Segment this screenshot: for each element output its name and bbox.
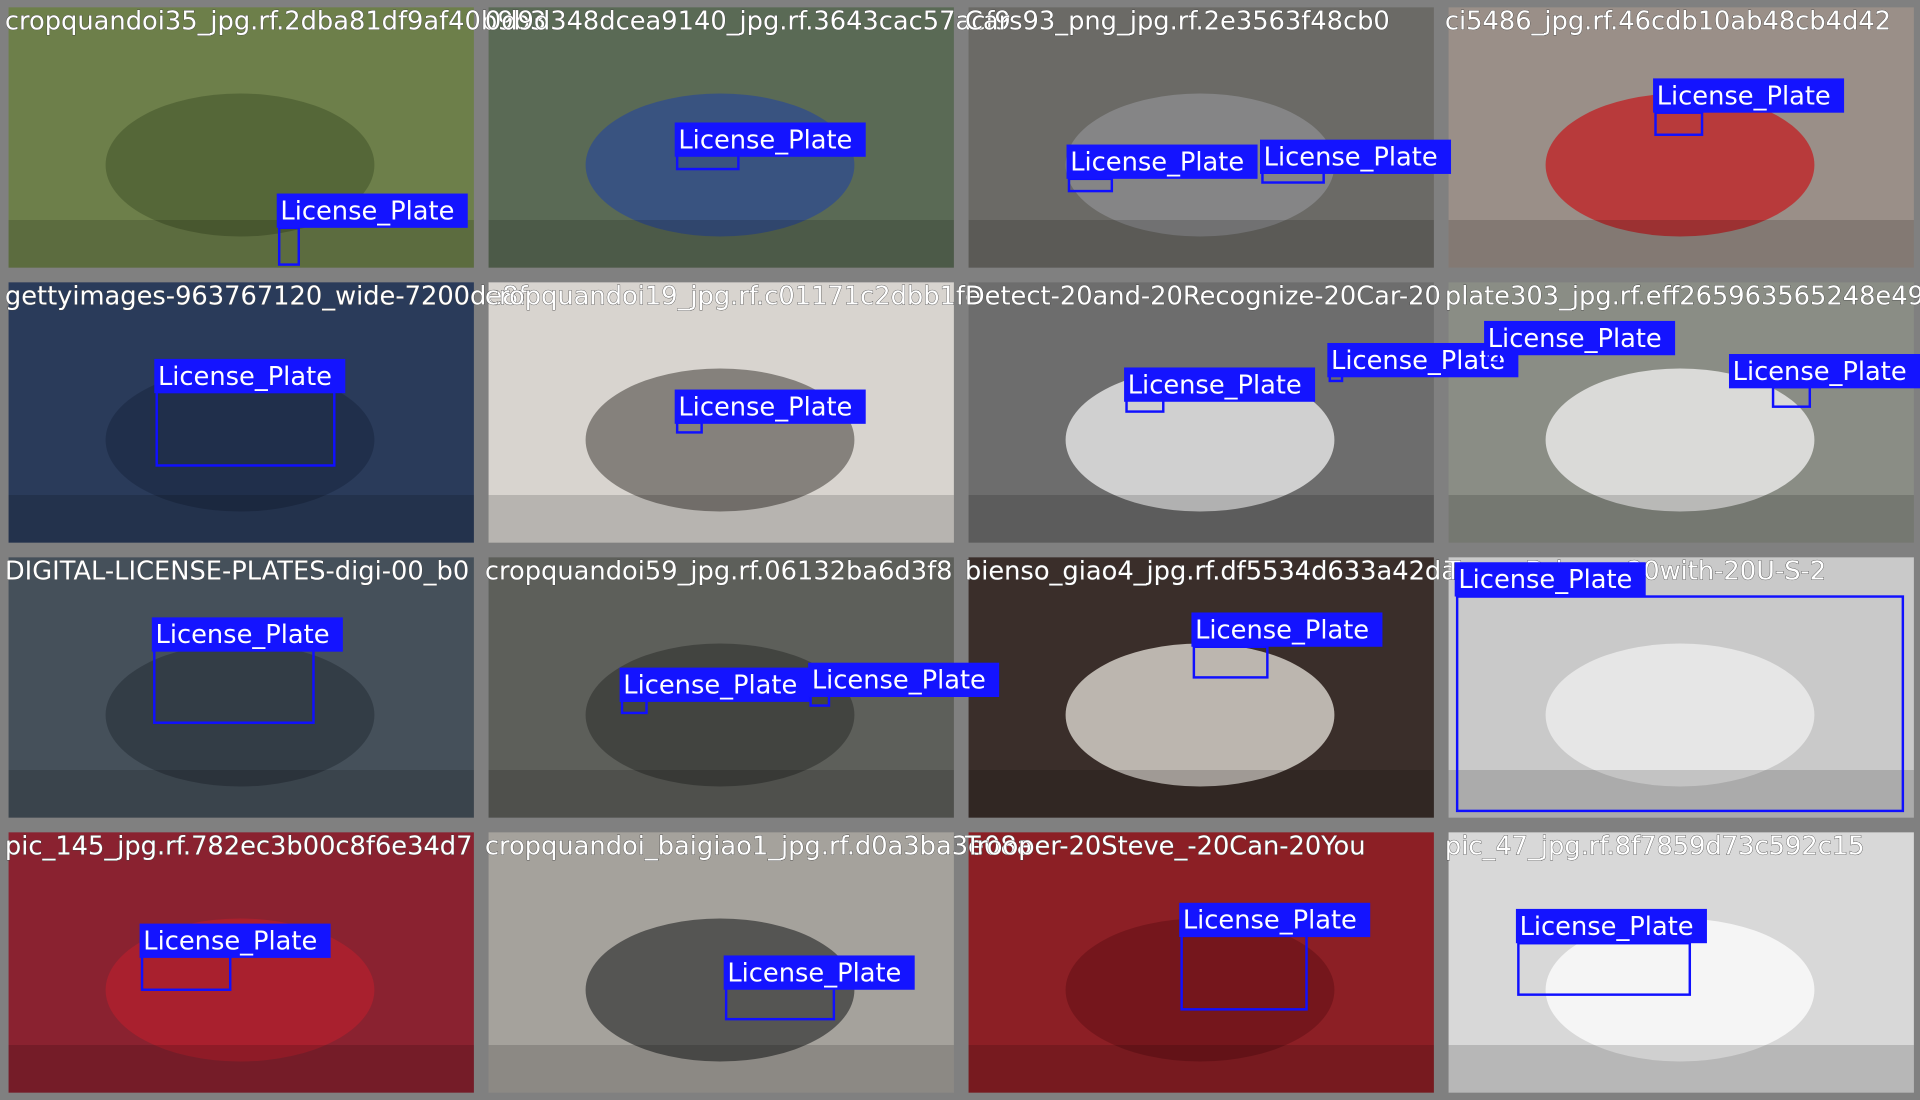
box-label: License_Plate bbox=[1183, 906, 1357, 936]
image-ground bbox=[8, 1045, 474, 1093]
image-ground bbox=[8, 220, 474, 268]
image-subject bbox=[585, 93, 855, 237]
image-ground bbox=[1448, 495, 1914, 543]
filename: plate303_jpg.rf.eff265963565248e49 bbox=[1445, 282, 1920, 312]
label-background bbox=[674, 389, 866, 424]
label-background bbox=[674, 122, 866, 157]
image-ground bbox=[1448, 1045, 1914, 1093]
filename: cropquandoi59_jpg.rf.06132ba6d3f8 bbox=[485, 557, 953, 587]
filename: Trooper-20Steve_-20Can-20You bbox=[964, 832, 1366, 862]
filename: Detect-20and-20Recognize-20Car-20 bbox=[965, 282, 1441, 312]
filename: DIGITAL-LICENSE-PLATES-digi-00_b0 bbox=[5, 557, 469, 587]
filename: 0d9d348dcea9140_jpg.rf.3643cac57acf9 bbox=[485, 7, 1011, 37]
image-subject bbox=[585, 918, 855, 1062]
image-ground bbox=[968, 770, 1434, 818]
image-subject bbox=[1545, 368, 1815, 512]
label-background bbox=[276, 193, 468, 228]
filename: cropquandoi19_jpg.rf.c01171c2dbb1fe bbox=[485, 282, 981, 312]
box-label: License_Plate bbox=[1195, 615, 1369, 645]
box-label: License_Plate bbox=[158, 362, 332, 392]
filename: Cars93_png_jpg.rf.2e3563f48cb0 bbox=[965, 7, 1390, 37]
image-subject bbox=[105, 368, 375, 512]
image-subject bbox=[1545, 918, 1815, 1062]
box-label: License_Plate bbox=[1733, 357, 1907, 387]
box-label: License_Plate bbox=[727, 958, 901, 988]
label-background bbox=[1124, 367, 1316, 402]
box-label: License_Plate bbox=[812, 666, 986, 696]
box-label: License_Plate bbox=[623, 670, 797, 700]
box-label: License_Plate bbox=[1331, 346, 1505, 376]
box-label: License_Plate bbox=[1128, 370, 1302, 400]
box-label: License_Plate bbox=[280, 196, 454, 226]
label-background bbox=[1728, 354, 1920, 389]
image-ground bbox=[1448, 220, 1914, 268]
filename: cropquandoi_baigiao1_jpg.rf.d0a3ba3e08a bbox=[485, 832, 1032, 862]
label-background bbox=[1260, 139, 1452, 174]
box-label: License_Plate bbox=[1070, 147, 1244, 177]
box-label: License_Plate bbox=[1264, 143, 1438, 173]
image-ground bbox=[968, 1045, 1434, 1093]
label-background bbox=[1179, 902, 1371, 938]
image-subject bbox=[1065, 643, 1335, 787]
image-ground bbox=[488, 1045, 954, 1093]
filename: bienso_giao4_jpg.rf.df5534d633a42da bbox=[965, 557, 1457, 587]
label-background bbox=[151, 617, 343, 652]
label-background bbox=[1515, 908, 1707, 944]
box-label: License_Plate bbox=[156, 620, 330, 650]
label-background bbox=[723, 955, 915, 990]
image-ground bbox=[488, 220, 954, 268]
image-subject bbox=[1065, 918, 1335, 1062]
label-background bbox=[1066, 144, 1258, 179]
plate-box bbox=[1455, 595, 1905, 813]
label-background bbox=[139, 923, 331, 958]
image-subject bbox=[105, 643, 375, 787]
label-background bbox=[154, 358, 346, 394]
label-background bbox=[1191, 612, 1383, 647]
box-label: License_Plate bbox=[143, 926, 317, 956]
filename: gettyimages-963767120_wide-7200de8f bbox=[5, 282, 529, 312]
box-label: License_Plate bbox=[1657, 81, 1831, 111]
label-background bbox=[1484, 320, 1676, 356]
filename: cropquandoi35_jpg.rf.2dba81df9af40b9b3 bbox=[5, 7, 546, 37]
box-label: License_Plate bbox=[1488, 324, 1662, 354]
image-ground bbox=[968, 495, 1434, 543]
box-label: License_Plate bbox=[678, 392, 852, 422]
image-subject bbox=[1545, 93, 1815, 237]
box-label: License_Plate bbox=[1520, 912, 1694, 942]
image-ground bbox=[488, 770, 954, 818]
image-ground bbox=[8, 770, 474, 818]
image-ground bbox=[8, 495, 474, 543]
label-background bbox=[1454, 562, 1646, 597]
image-ground bbox=[968, 220, 1434, 268]
filename: pic_145_jpg.rf.782ec3b00c8f6e34d7 bbox=[5, 832, 473, 862]
image-subject bbox=[1065, 368, 1335, 512]
image-ground bbox=[488, 495, 954, 543]
filename: pic_47_jpg.rf.8f7859d73c592c15 bbox=[1445, 832, 1865, 862]
box-label: License_Plate bbox=[678, 125, 852, 155]
label-background bbox=[808, 662, 1000, 697]
box-label: License_Plate bbox=[1458, 565, 1632, 595]
image-subject bbox=[1545, 643, 1815, 787]
label-background bbox=[1653, 78, 1845, 113]
filename: ci5486_jpg.rf.46cdb10ab48cb4d42 bbox=[1445, 7, 1891, 37]
label-background bbox=[619, 667, 811, 702]
